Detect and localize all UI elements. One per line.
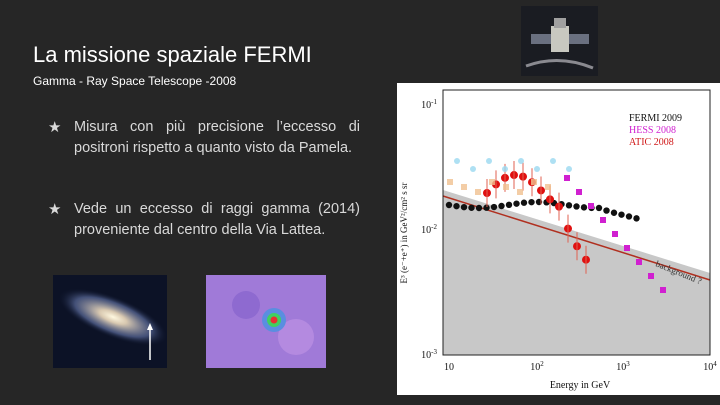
illustration-dot bbox=[660, 287, 666, 293]
illustration-dot bbox=[545, 184, 551, 190]
tick-base: 10 bbox=[421, 100, 431, 111]
tick-exponent: 3 bbox=[626, 360, 630, 368]
illustration-dot bbox=[588, 203, 594, 209]
illustration-dot bbox=[625, 213, 633, 220]
illustration-dot bbox=[470, 166, 476, 172]
illustration-dot bbox=[518, 158, 524, 164]
legend-entry: ATIC 2008 bbox=[629, 137, 674, 148]
illustration-dot bbox=[600, 217, 606, 223]
illustration-dot bbox=[513, 200, 520, 207]
tick-exponent: -2 bbox=[431, 223, 437, 231]
illustration-dot bbox=[486, 158, 492, 164]
illustration-dot bbox=[576, 189, 582, 195]
illustration-dot bbox=[505, 201, 513, 209]
illustration-dot bbox=[475, 189, 481, 195]
tick-label: 10-2 bbox=[421, 223, 437, 236]
illustration-dot bbox=[610, 209, 618, 216]
tick-base: 10 bbox=[421, 350, 431, 361]
illustration-dot bbox=[595, 204, 603, 212]
gamma-map-image bbox=[206, 275, 326, 368]
illustration-dot bbox=[534, 166, 540, 172]
illustration-dot bbox=[565, 202, 573, 209]
slide-subtitle: Gamma - Ray Space Telescope -2008 bbox=[33, 74, 237, 88]
tick-label: 10-3 bbox=[421, 348, 437, 361]
illustration-dot bbox=[603, 207, 610, 214]
illustration-dot bbox=[612, 231, 618, 237]
bullet: ★ Misura con più precisione l’eccesso di… bbox=[48, 117, 360, 159]
illustration-dot bbox=[531, 179, 537, 185]
data-points-illustration bbox=[445, 158, 666, 293]
tick-base: 10 bbox=[530, 362, 540, 373]
x-axis-label: Energy in GeV bbox=[550, 380, 611, 391]
illustration-dot bbox=[468, 204, 475, 211]
satellite-image bbox=[521, 6, 598, 76]
tick-label: 104 bbox=[703, 360, 717, 373]
bullet-marker: ★ bbox=[48, 119, 62, 136]
tick-label: 102 bbox=[530, 360, 544, 373]
x-ticks: 10 102 103 104 bbox=[444, 360, 717, 373]
slide-title: La missione spaziale FERMI bbox=[33, 42, 312, 67]
illustration-dot bbox=[528, 198, 535, 206]
illustration-dot bbox=[618, 211, 625, 218]
bullet-text: Vede un eccesso di raggi gamma (2014) pr… bbox=[74, 201, 360, 238]
illustration-dot bbox=[517, 189, 523, 195]
illustration-dot bbox=[550, 158, 556, 164]
legend-entry: HESS 2008 bbox=[629, 125, 676, 136]
tick-base: 10 bbox=[703, 362, 713, 373]
illustration-dot bbox=[520, 199, 528, 206]
spectrum-figure: FERMI 2009 HESS 2008 ATIC 2008 backgroun… bbox=[397, 83, 720, 395]
tick-exponent: 2 bbox=[540, 360, 544, 368]
illustration-dot bbox=[490, 203, 498, 211]
tick-label: 10 bbox=[444, 362, 454, 373]
illustration-dot bbox=[580, 204, 588, 211]
illustration-dot bbox=[633, 215, 640, 222]
tick-label: 103 bbox=[616, 360, 630, 373]
illustration-dot bbox=[445, 201, 453, 209]
tick-base: 10 bbox=[616, 362, 626, 373]
illustration-dot bbox=[636, 259, 642, 265]
illustration-dot bbox=[624, 245, 630, 251]
illustration-dot bbox=[483, 204, 490, 211]
tick-base: 10 bbox=[444, 362, 454, 373]
illustration-dot bbox=[502, 166, 508, 172]
illustration-dot bbox=[475, 204, 483, 212]
illustration-dot bbox=[564, 175, 570, 181]
tick-base: 10 bbox=[421, 225, 431, 236]
illustration-dot bbox=[453, 202, 460, 210]
tick-exponent: -3 bbox=[431, 348, 437, 356]
bullet-text: Misura con più precisione l’eccesso di p… bbox=[74, 119, 360, 156]
y-axis-label: E³ (e⁻+e⁺) in GeV²/cm² s sr bbox=[399, 183, 409, 284]
illustration-dot bbox=[566, 166, 572, 172]
illustration-dot bbox=[503, 184, 509, 190]
illustration-dot bbox=[648, 273, 654, 279]
illustration-dot bbox=[461, 184, 467, 190]
galaxy-image bbox=[53, 275, 167, 368]
illustration-dot bbox=[498, 202, 505, 210]
illustration-dot bbox=[573, 203, 580, 210]
tick-label: 10-1 bbox=[421, 98, 437, 111]
bullet-marker: ★ bbox=[48, 201, 62, 218]
bullet: ★ Vede un eccesso di raggi gamma (2014) … bbox=[48, 199, 360, 241]
illustration-dot bbox=[447, 179, 453, 185]
tick-exponent: -1 bbox=[431, 98, 437, 106]
y-ticks: 10-110-210-3 bbox=[421, 98, 437, 361]
illustration-dot bbox=[489, 179, 495, 185]
illustration-dot bbox=[460, 203, 468, 211]
illustration-dot bbox=[454, 158, 460, 164]
legend-entry: FERMI 2009 bbox=[629, 113, 682, 124]
tick-exponent: 4 bbox=[713, 360, 717, 368]
